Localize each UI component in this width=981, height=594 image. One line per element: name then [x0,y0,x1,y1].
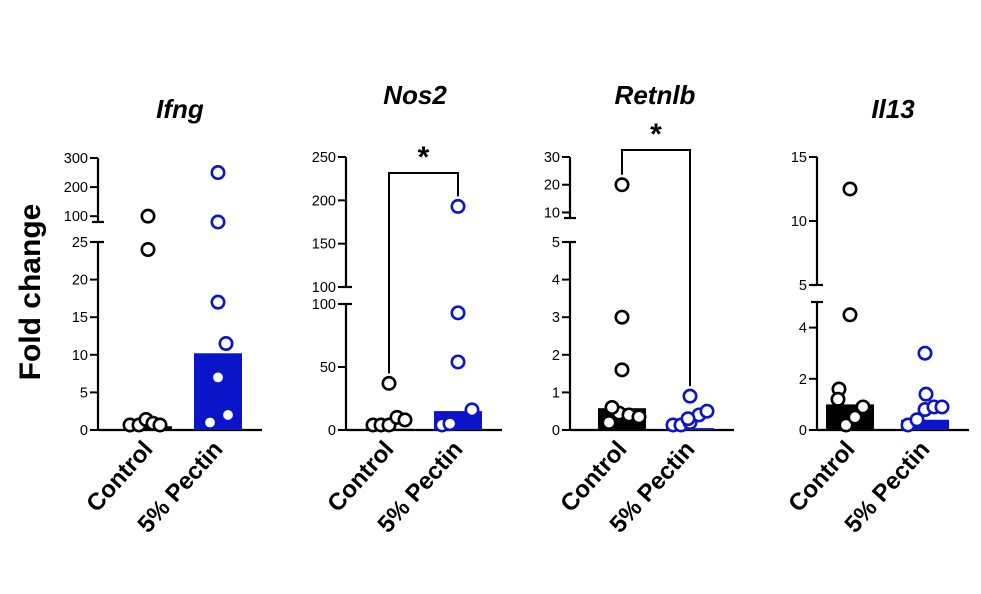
data-point [614,309,630,325]
data-point [210,294,226,310]
y-tick-label: 4 [552,273,560,289]
significance-bracket [621,149,691,387]
data-point [631,409,647,425]
data-point [614,362,630,378]
data-point [918,386,934,402]
y-tick-label: 200 [64,180,88,196]
data-point [220,407,236,423]
data-point [842,181,858,197]
data-point [442,416,458,432]
bar-pectin [901,419,949,430]
data-point [842,307,858,323]
data-point [140,208,156,224]
data-point [909,412,925,428]
data-point [210,165,226,181]
data-point [934,399,950,415]
panel-title: Ifng [156,94,204,124]
data-point [699,403,715,419]
y-tick-label: 4 [799,321,807,337]
data-point [218,336,234,352]
data-point [604,399,620,415]
y-tick-label: 200 [312,193,336,209]
data-point [210,214,226,230]
y-tick-label: 25 [72,235,88,251]
bar-pectin [194,353,242,430]
data-point [601,414,617,430]
data-point [210,369,226,385]
y-tick-label: 2 [552,348,560,364]
data-point [680,411,696,427]
data-point [450,198,466,214]
y-tick-label: 0 [328,423,336,439]
data-point [682,388,698,404]
y-tick-label: 100 [312,280,336,296]
significance-label: * [418,141,430,174]
data-point [450,354,466,370]
y-tick-label: 2 [799,372,807,388]
y-tick-label: 100 [64,209,88,225]
y-tick-label: 5 [80,385,88,401]
y-tick-label: 20 [72,273,88,289]
y-tick-label: 5 [799,278,807,294]
data-point [847,409,863,425]
y-tick-label: 1 [552,385,560,401]
data-point [152,417,168,433]
significance-label: * [650,118,662,151]
data-point [397,412,413,428]
data-point [450,305,466,321]
y-tick-label: 10 [544,205,560,221]
y-tick-label: 10 [791,214,807,230]
data-point [830,391,846,407]
data-point [838,417,854,433]
y-tick-label: 20 [544,178,560,194]
data-point [140,242,156,258]
y-tick-label: 0 [799,423,807,439]
y-tick-label: 100 [312,297,336,313]
data-point [917,345,933,361]
panel-title: Nos2 [383,80,447,110]
data-point [381,375,397,391]
significance-bracket [388,172,459,374]
data-point [202,414,218,430]
panel-title: Il13 [871,94,915,124]
y-tick-label: 250 [312,150,336,166]
y-tick-label: 3 [552,310,560,326]
y-tick-label: 150 [312,237,336,253]
y-tick-label: 50 [320,360,336,376]
y-tick-label: 0 [80,423,88,439]
data-point [464,402,480,418]
y-tick-label: 15 [72,310,88,326]
y-axis-title: Fold change [14,204,47,381]
y-tick-label: 300 [64,151,88,167]
y-tick-label: 30 [544,150,560,166]
y-tick-label: 5 [552,235,560,251]
data-point [614,177,630,193]
y-tick-label: 15 [791,150,807,166]
data-point [855,399,871,415]
x-category-label: Control [783,436,860,517]
y-tick-label: 10 [72,348,88,364]
y-tick-label: 0 [552,423,560,439]
panel-title: Retnlb [615,80,696,110]
